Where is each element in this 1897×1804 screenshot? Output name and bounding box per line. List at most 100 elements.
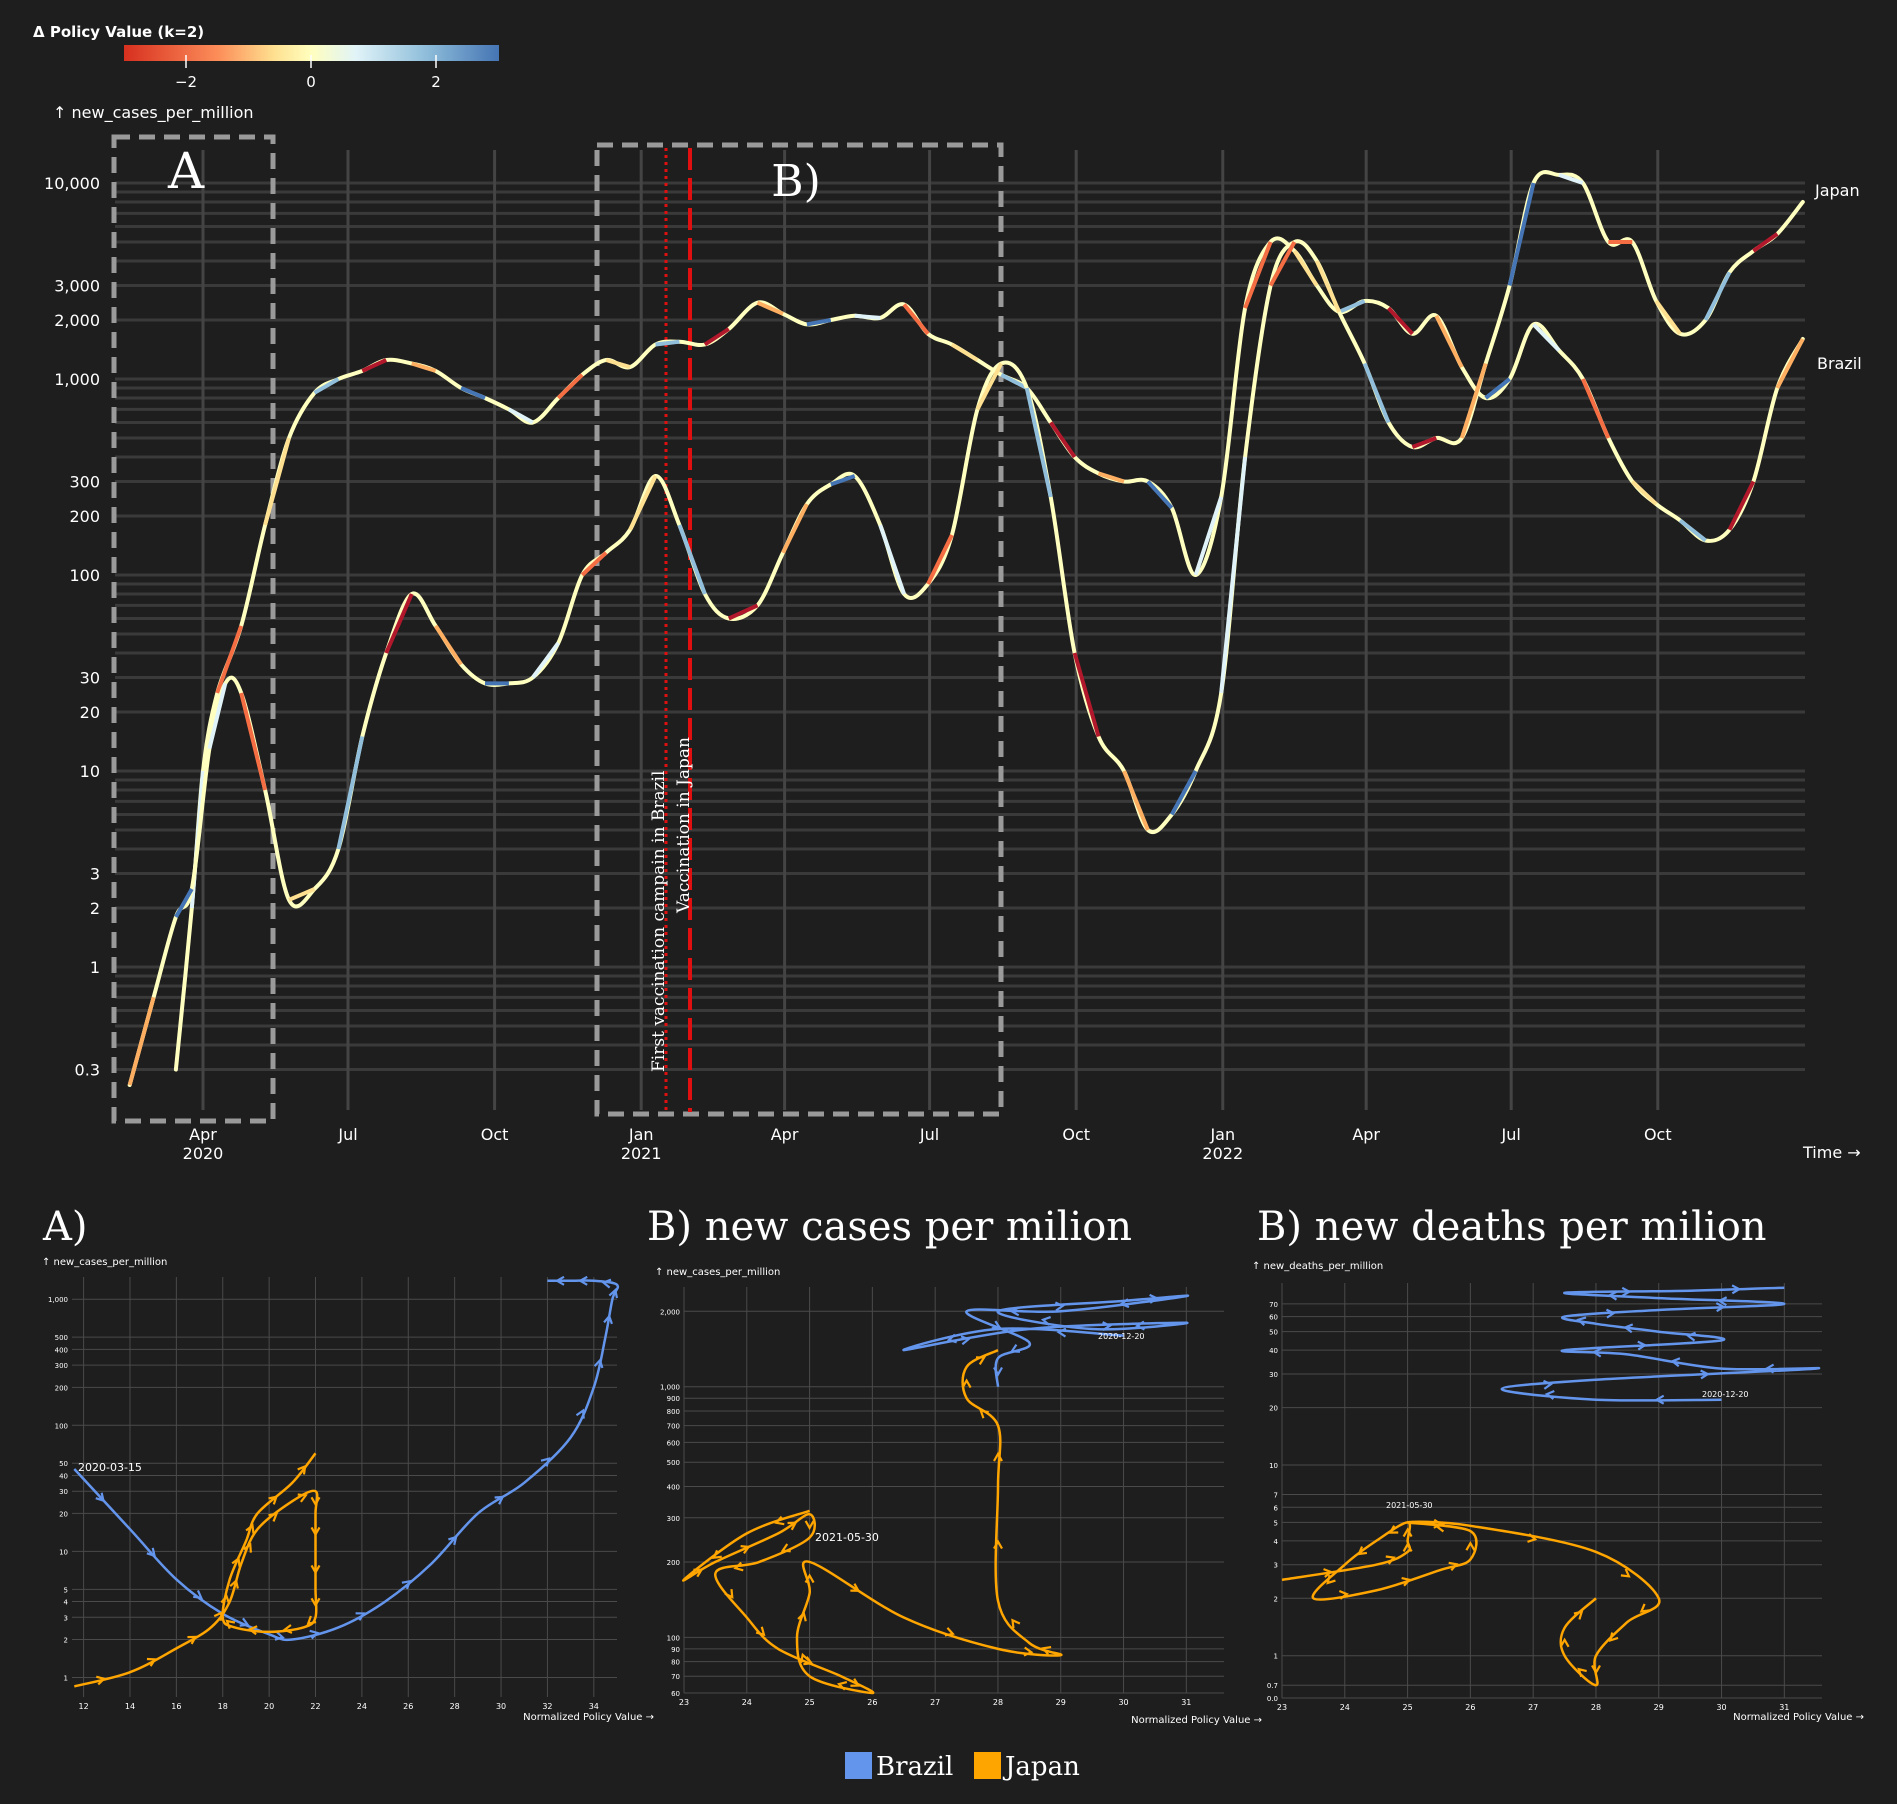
panel-b-cases-arrow-japan [712, 1549, 722, 1560]
panel-a-arrow-japan [310, 1564, 321, 1575]
panel-b-cases-y-label: ↑ new_cases_per_million [655, 1267, 780, 1278]
series-segment-japan [1507, 182, 1536, 286]
panel-a-x-tick-label: 18 [218, 1702, 228, 1711]
panel-b-cases-arrow-brazil [946, 1333, 957, 1344]
panel-a-arrow-japan [297, 1464, 307, 1475]
main-y-axis-label: ↑ new_cases_per_million [53, 103, 254, 123]
panel-b-deaths-arrow-brazil [1764, 1363, 1775, 1374]
panel-a-arrow-brazil [355, 1612, 366, 1621]
panel-b-cases-y-tick-label: 700 [667, 1423, 680, 1431]
panel-b-deaths-arrow-brazil [1605, 1308, 1616, 1319]
panel-a-arrow-japan [225, 1619, 236, 1629]
panel-b-cases-line-japan [681, 1348, 1063, 1695]
main-x-tick-year: 2022 [1202, 1144, 1243, 1163]
panel-a-grid: 12 14 16 18 20 22 24 26 28 30 32 341,00050040030020… [48, 1277, 617, 1711]
series-segment-japan [1170, 770, 1198, 816]
panel-b-deaths: B) new deaths per milion ↑ new_deaths_pe… [1252, 1204, 1864, 1723]
series-segment-brazil [411, 361, 437, 373]
panel-b-cases-y-tick-label: 80 [671, 1659, 680, 1667]
panel-a-arrow-japan [282, 1624, 293, 1634]
main-x-tick-year: 2020 [183, 1144, 224, 1163]
panel-b-cases-arrow-japan [724, 1588, 734, 1599]
panel-b-deaths-arrow-brazil [1591, 1347, 1602, 1358]
series-segment-japan [1752, 232, 1779, 253]
series-segment-brazil [215, 625, 244, 694]
panel-b-deaths-y-tick-label: 60 [1269, 1314, 1278, 1322]
panel-a-x-tick-label: 22 [310, 1702, 320, 1711]
panel-b-cases-arrow-japan [993, 1539, 1003, 1550]
panel-b-cases-x-tick-label: 28 [993, 1698, 1003, 1707]
series-segment-japan [830, 474, 856, 487]
panel-a-y-tick-label: 2 [64, 1637, 68, 1645]
panel-b-cases-y-tick-label: 90 [671, 1646, 680, 1654]
panel-a-y-tick-label: 30 [59, 1488, 68, 1496]
series-segment-japan [336, 736, 365, 850]
panel-b-deaths-y-label: ↑ new_deaths_per_million [1252, 1261, 1383, 1272]
series-segment-japan [1072, 652, 1101, 738]
panel-b-cases-arrow-japan [804, 1573, 815, 1584]
panel-b-deaths-arrow-brazil [1621, 1286, 1632, 1297]
panel-a-arrow-brazil [601, 1278, 612, 1289]
panel-b-deaths-x-tick-label: 27 [1528, 1703, 1538, 1712]
series-segment-japan [288, 887, 316, 902]
series-segment-japan [127, 996, 156, 1086]
series-segment-japan [1558, 172, 1584, 185]
panel-a-y-tick-label: 10 [59, 1548, 68, 1556]
panel-b-deaths-y-tick-label: 3 [1274, 1562, 1278, 1570]
panel-a-arrow-japan [213, 1610, 223, 1621]
panel-a-y-tick-label: 50 [59, 1460, 68, 1468]
series-segment-brazil [1097, 471, 1125, 484]
panel-b-cases-arrow-japan [944, 1627, 955, 1637]
box-a-label: A [167, 142, 205, 200]
panel-b-deaths-y-tick-label: 70 [1269, 1301, 1278, 1309]
panel-b-cases-arrow-brazil [960, 1335, 971, 1346]
panel-a-arrow-japan [243, 1542, 252, 1553]
main-grid [115, 150, 1805, 1110]
panel-a-arrow-japan [306, 1615, 317, 1626]
main-series [127, 170, 1805, 1087]
panel-a-x-label: Normalized Policy Value → [523, 1712, 654, 1723]
legend: Brazil Japan [845, 1752, 1080, 1782]
panel-b-cases-arrow-japan [1023, 1646, 1034, 1657]
series-segment-japan [1024, 387, 1053, 498]
panel-b-deaths-arrow-brazil [1654, 1394, 1665, 1405]
panel-b-deaths-annotation-brazil: 2020-12-20 [1702, 1390, 1749, 1399]
colorbar-tick-label: −2 [175, 73, 197, 91]
panel-b-deaths-arrow-japan [1388, 1525, 1399, 1534]
panel-a-arrow-japan [310, 1496, 321, 1507]
series-segment-brazil [460, 386, 486, 400]
panel-a-line-brazil [73, 1279, 620, 1642]
main-x-tick-month: Oct [1062, 1125, 1090, 1144]
panel-b-deaths-y-tick-label: 50 [1269, 1329, 1278, 1337]
panel-a-arrow-brazil [274, 1631, 285, 1641]
series-segment-japan [677, 524, 707, 595]
panel-a-title: A) [42, 1204, 88, 1250]
panel-b-deaths-arrow-japan [1577, 1667, 1587, 1678]
panel-b-deaths-arrow-brazil [1715, 1302, 1726, 1313]
series-segment-brazil [556, 373, 584, 400]
series-segment-japan [1268, 241, 1297, 287]
series-segment-brazil [1678, 518, 1707, 543]
panel-b-cases-arrow-japan [961, 1378, 972, 1389]
panel-a-arrow-brazil [540, 1457, 551, 1467]
panel-b-deaths-y-tick-label: 7 [1274, 1492, 1278, 1500]
panel-b-deaths-y-tick-label: 10 [1269, 1462, 1278, 1470]
series-segment-brazil [1146, 480, 1174, 510]
series-segment-japan [1703, 271, 1732, 321]
panel-b-cases-arrow-japan [693, 1568, 704, 1578]
series-segment-brazil [1532, 323, 1561, 352]
series-segment-brazil [1484, 377, 1511, 400]
panel-b-cases-x-tick-label: 23 [679, 1698, 689, 1707]
panel-b-deaths-x-tick-label: 28 [1591, 1703, 1601, 1712]
panel-b-cases-arrow-brazil [993, 1366, 1003, 1377]
main-x-tick-month: Oct [481, 1125, 509, 1144]
panel-b-deaths-arrow-japan [1401, 1577, 1412, 1587]
panel-b-cases-arrow-japan [993, 1451, 1003, 1462]
panel-b-cases-y-tick-label: 300 [667, 1515, 680, 1523]
panel-b-cases-arrow-japan [836, 1680, 848, 1691]
panel-b-cases-arrow-brazil [1119, 1298, 1130, 1309]
main-x-tick-month: Apr [771, 1125, 799, 1144]
panel-b-cases-arrow-brazil [1054, 1301, 1065, 1312]
panel-a-y-tick-label: 5 [64, 1586, 68, 1594]
panel-a-x-tick-label: 28 [450, 1702, 460, 1711]
